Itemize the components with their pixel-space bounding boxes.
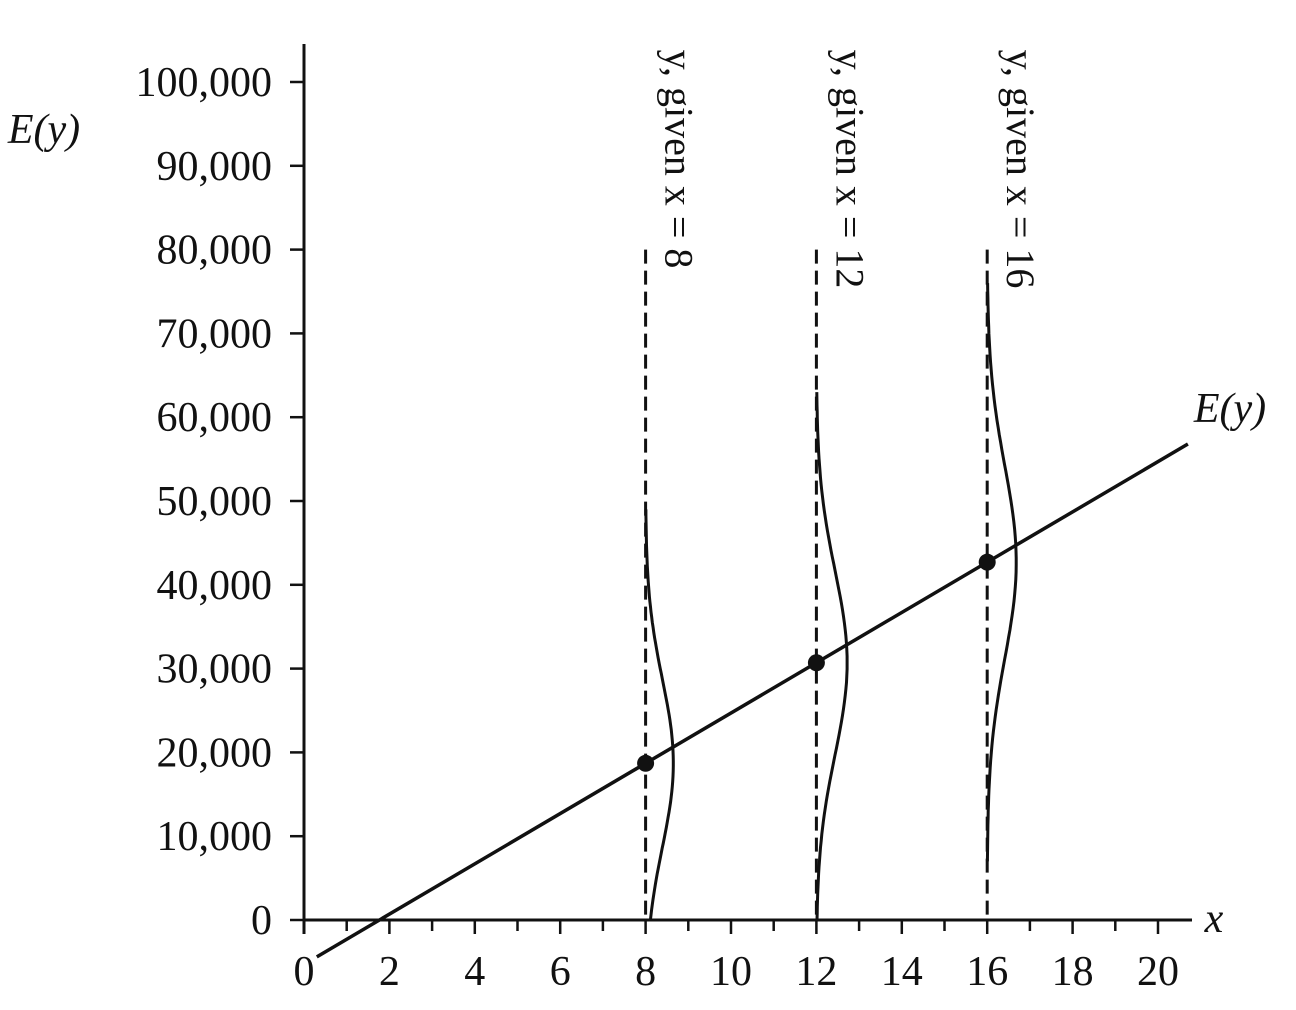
y-tick-label: 20,000 xyxy=(157,730,273,776)
x-tick-label: 8 xyxy=(635,949,656,995)
y-tick-label: 80,000 xyxy=(157,228,273,274)
x-tick-label: 14 xyxy=(881,949,923,995)
y-tick-label: 60,000 xyxy=(157,395,273,441)
conditional-distribution-curve xyxy=(985,283,1018,862)
y-tick-label: 0 xyxy=(251,898,272,944)
y-axis-title: E(y) xyxy=(7,107,80,153)
y-tick-label: 90,000 xyxy=(157,144,273,190)
conditional-label: y, given x = 12 xyxy=(827,50,872,289)
conditional-label: y, given x = 8 xyxy=(657,50,702,269)
x-tick-label: 10 xyxy=(710,949,752,995)
y-tick-label: 30,000 xyxy=(157,647,273,693)
y-tick-label: 40,000 xyxy=(157,563,273,609)
x-tick-label: 20 xyxy=(1137,949,1179,995)
regression-line-label: E(y) xyxy=(1193,386,1266,432)
y-tick-label: 10,000 xyxy=(157,814,273,860)
conditional-distribution-curve xyxy=(815,392,849,921)
y-tick-label: 70,000 xyxy=(157,311,273,357)
conditional-label: y, given x = 16 xyxy=(998,50,1043,289)
marks-group: y, given x = 8 y, given x = 12 y, given x … xyxy=(315,50,1189,959)
x-tick-label: 0 xyxy=(294,949,315,995)
axes-group: 0 2 4 6 8 10 12 14 16 18 20 0 10,000 20,000 30,000 40,0… xyxy=(136,44,1192,995)
mean-point xyxy=(807,654,825,672)
x-tick-label: 2 xyxy=(379,949,400,995)
x-axis-title: x xyxy=(1204,896,1224,942)
conditional-distribution-curve xyxy=(644,509,675,921)
x-tick-label: 4 xyxy=(464,949,485,995)
x-tick-label: 12 xyxy=(795,949,837,995)
y-tick-label: 50,000 xyxy=(157,479,273,525)
x-tick-label: 18 xyxy=(1052,949,1094,995)
x-tick-label: 6 xyxy=(550,949,571,995)
mean-point xyxy=(637,754,655,772)
y-tick-label: 100,000 xyxy=(136,60,273,106)
regression-line xyxy=(315,442,1189,959)
mean-point xyxy=(978,553,996,571)
x-tick-label: 16 xyxy=(966,949,1008,995)
